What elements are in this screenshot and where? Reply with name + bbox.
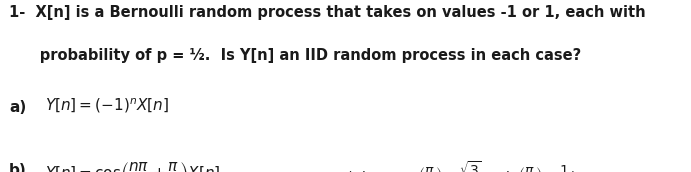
Text: $Y[n] = \cos\!\left(\dfrac{n\pi}{2}+\dfrac{\pi}{6}\right)X[n]$: $Y[n] = \cos\!\left(\dfrac{n\pi}{2}+\dfr… [45, 160, 220, 172]
Text: a): a) [9, 100, 26, 115]
Text: b): b) [9, 163, 27, 172]
Text: probability of p = ½.  Is Y[n] an IID random process in each case?: probability of p = ½. Is Y[n] an IID ran… [9, 48, 581, 63]
Text: $\mathrm{(Hint:}\ \cos\!\left(\dfrac{\pi}{6}\right) = \dfrac{\sqrt{3}}{2}\ ;\ \s: $\mathrm{(Hint:}\ \cos\!\left(\dfrac{\pi… [346, 160, 576, 172]
Text: 1-  X[n] is a Bernoulli random process that takes on values -1 or 1, each with: 1- X[n] is a Bernoulli random process th… [9, 5, 645, 20]
Text: $Y[n] = (-1)^{n}X[n]$: $Y[n] = (-1)^{n}X[n]$ [45, 96, 169, 115]
